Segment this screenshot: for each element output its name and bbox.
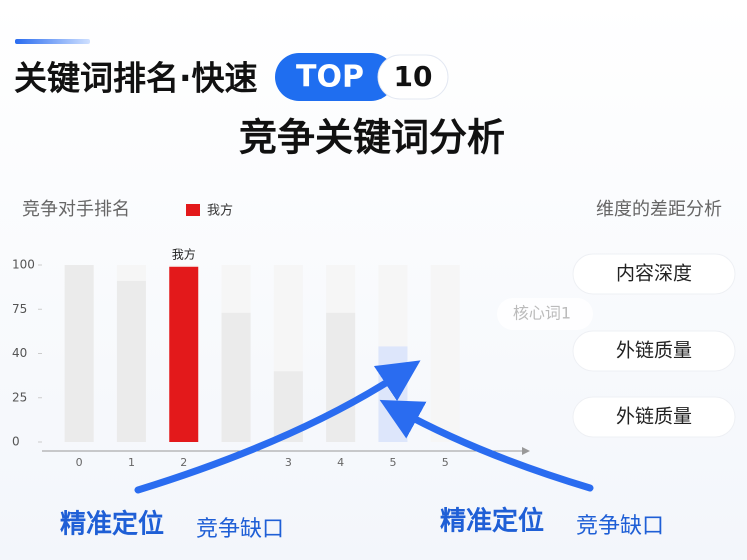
y-tick-label: 25 xyxy=(12,390,27,404)
x-tick-label: 1 xyxy=(128,456,135,469)
panel-card xyxy=(572,253,736,295)
bar xyxy=(221,312,251,442)
x-axis-arrow xyxy=(522,447,530,455)
x-tick-label: 5 xyxy=(389,456,396,469)
column-bg xyxy=(430,265,460,442)
title: 关键词排名·快速 xyxy=(14,59,258,98)
subtitle: 竞争关键词分析 xyxy=(239,116,505,160)
annotation: 我方 xyxy=(172,246,196,261)
plot: 0 25 40 75 100 0 1 2 3 4 5 5 我方 xyxy=(12,246,530,469)
arrow xyxy=(379,399,594,492)
x-tick-label: 2 xyxy=(180,456,187,469)
panel-card xyxy=(572,396,736,438)
bar xyxy=(116,280,146,442)
badge xyxy=(275,53,395,101)
accent-bar xyxy=(15,39,90,44)
badge-number: 10 xyxy=(394,60,433,93)
y-tick-label: 100 xyxy=(12,258,35,272)
y-tick-label: 0 xyxy=(12,435,20,449)
footer-strong: 精准定位 xyxy=(440,506,544,537)
legend-swatch xyxy=(186,204,200,216)
badge-number-pill xyxy=(377,54,449,100)
legend-label: 我方 xyxy=(207,203,233,219)
arrow xyxy=(134,360,421,494)
bar xyxy=(64,265,94,442)
chart-title: 竞争对手排名 xyxy=(22,199,130,220)
floating-tag-bg xyxy=(497,298,593,330)
x-tick-label: 5 xyxy=(442,456,449,469)
y-tick-label: 40 xyxy=(12,346,27,360)
panel-title: 维度的差距分析 xyxy=(596,199,722,220)
x-tick-label: 3 xyxy=(285,456,292,469)
panel-item: 外链质量 xyxy=(616,340,692,362)
panel-card xyxy=(572,330,736,372)
x-tick-label: 0 xyxy=(76,456,83,469)
bar xyxy=(326,312,356,442)
bar xyxy=(378,346,408,442)
panel-item: 外链质量 xyxy=(616,406,692,428)
footer-light: 竞争缺口 xyxy=(196,517,284,542)
floating-tag: 核心词1 xyxy=(513,304,571,323)
x-tick-label: 4 xyxy=(337,456,344,469)
badge-text: TOP xyxy=(296,60,364,95)
footer-strong: 精准定位 xyxy=(60,509,164,540)
panel-item: 内容深度 xyxy=(616,263,692,285)
bar xyxy=(169,266,199,442)
footer-light: 竞争缺口 xyxy=(576,514,664,539)
y-tick-label: 75 xyxy=(12,302,27,316)
